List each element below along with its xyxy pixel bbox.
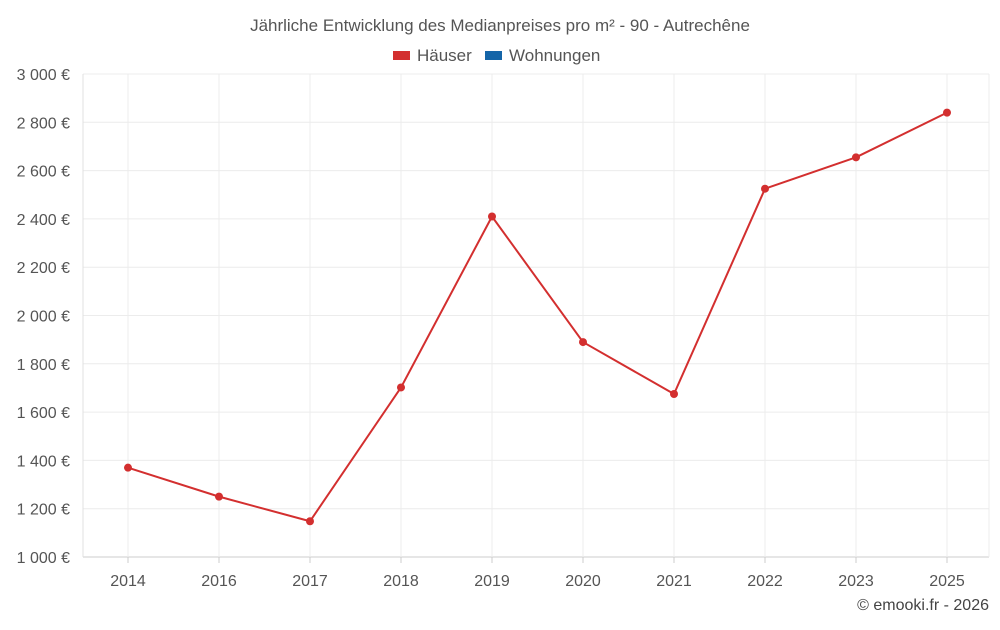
y-tick-label: 1 000 € [17,550,70,567]
y-tick-label: 1 600 € [17,405,70,422]
grid [82,73,990,558]
data-point[interactable] [579,338,587,347]
x-tick-label: 2016 [201,573,237,590]
data-point[interactable] [670,389,678,398]
y-tick-label: 1 800 € [17,357,70,374]
series-layer [124,108,951,526]
data-point[interactable] [306,517,314,526]
credit-text: © emooki.fr - 2026 [857,597,989,614]
legend-swatch-0[interactable] [393,51,410,60]
y-tick-label: 2 600 € [17,164,70,181]
y-tick-label: 2 800 € [17,115,70,132]
x-tick-label: 2021 [656,573,692,590]
data-point[interactable] [943,108,951,117]
y-tick-label: 3 000 € [17,67,70,84]
x-tick-label: 2023 [838,573,874,590]
legend-swatch-1[interactable] [485,51,502,60]
legend-label-1[interactable]: Wohnungen [509,46,600,65]
x-tick-label: 2020 [565,573,601,590]
x-tick-label: 2025 [929,573,965,590]
x-tick-label: 2017 [292,573,328,590]
x-tick-label: 2018 [383,573,419,590]
legend: Häuser Wohnungen [393,46,600,65]
chart-title: Jährliche Entwicklung des Medianpreises … [250,16,750,35]
series-line-0 [127,111,948,523]
data-point[interactable] [124,463,132,472]
y-tick-label: 2 400 € [17,212,70,229]
y-tick-label: 2 000 € [17,309,70,326]
data-point[interactable] [215,492,223,501]
x-tick-label: 2022 [747,573,783,590]
x-tick-label: 2019 [474,573,510,590]
data-point[interactable] [761,184,769,193]
y-tick-label: 2 200 € [17,260,70,277]
y-tick-label: 1 400 € [17,453,70,470]
data-point[interactable] [397,383,405,392]
y-axis: 1 000 € 1 200 € 1 400 € 1 600 € 1 800 € 2 000… [17,67,70,567]
x-axis: 2014 2016 2017 2018 2019 2020 2021 2022 2023 2025 [110,557,965,590]
y-tick-label: 1 200 € [17,502,70,519]
x-tick-label: 2014 [110,573,146,590]
data-point[interactable] [488,212,496,221]
data-point[interactable] [852,153,860,162]
legend-label-0[interactable]: Häuser [417,46,472,65]
